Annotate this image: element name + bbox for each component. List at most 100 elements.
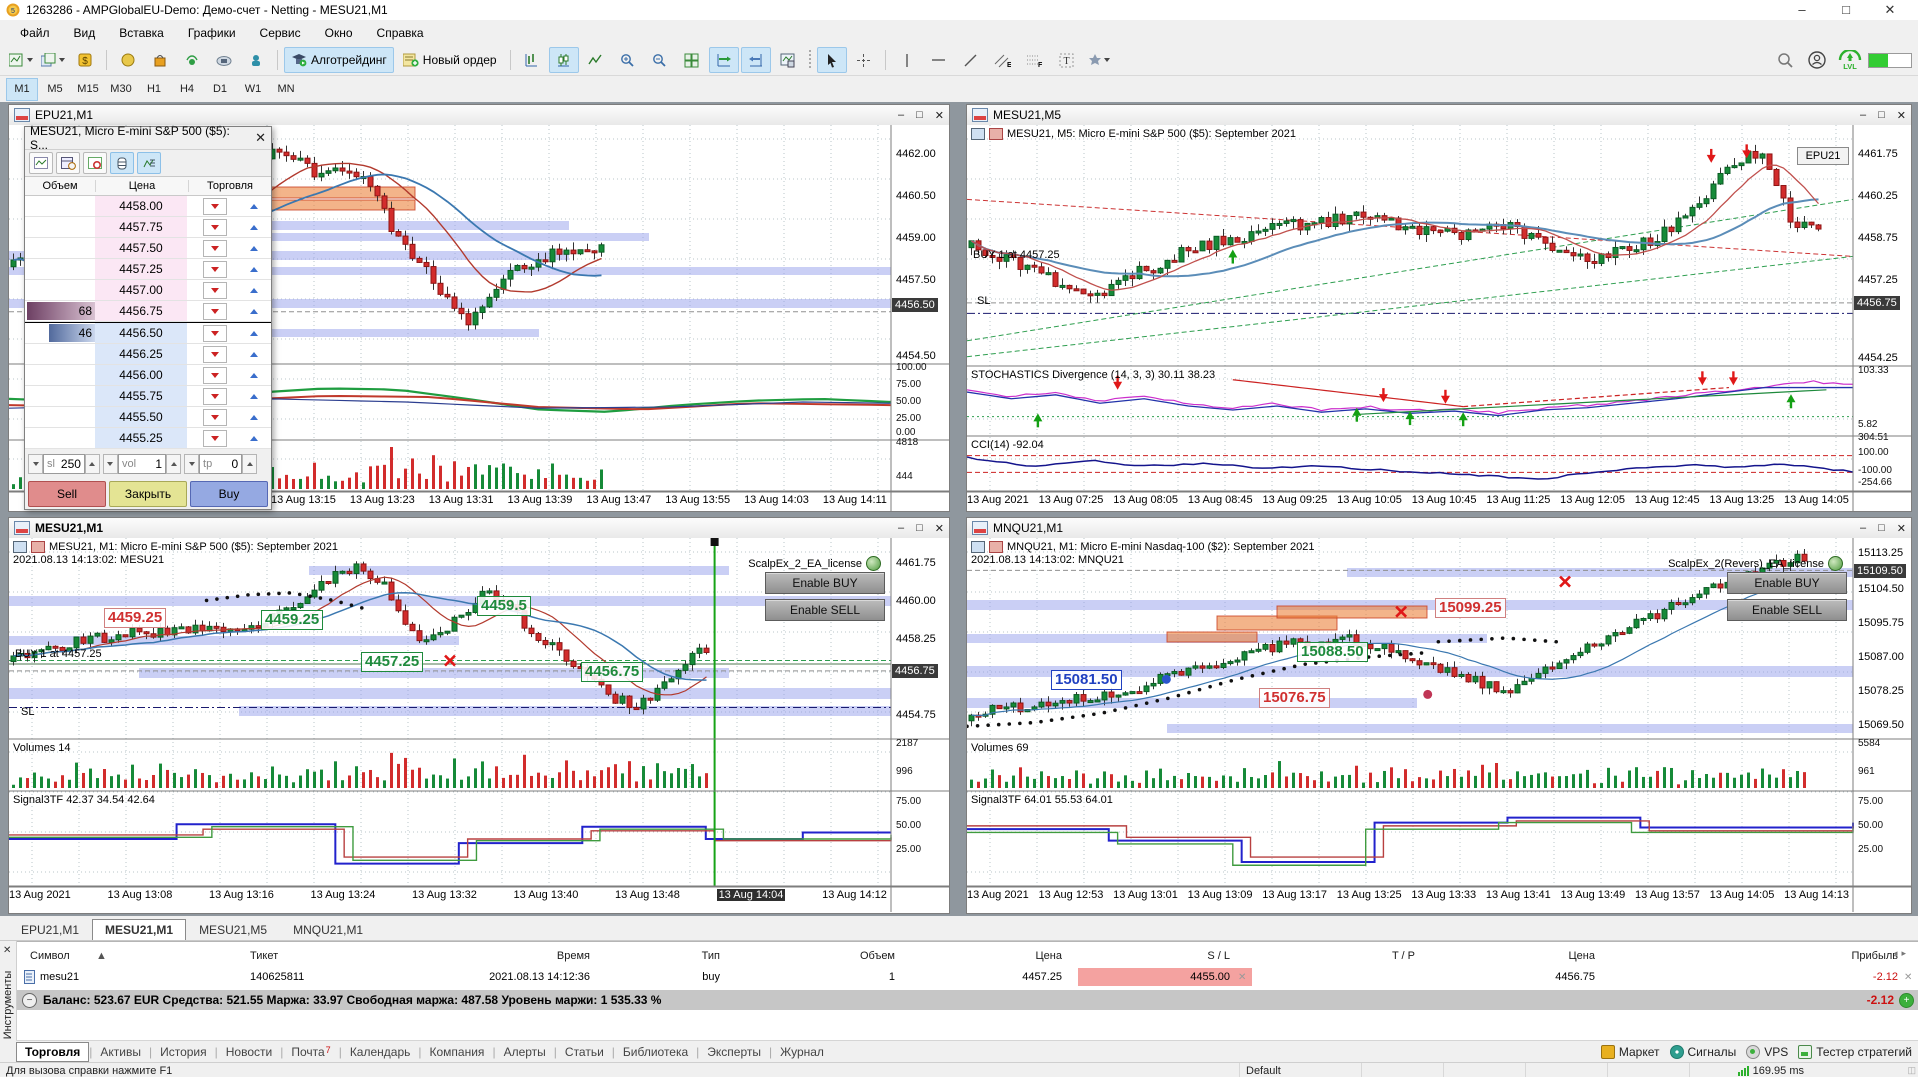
column-header-time[interactable]: Время [440, 950, 590, 962]
depth-icon[interactable] [989, 128, 1003, 140]
dom-price-row[interactable]: 4457.75 [25, 217, 271, 238]
close-icon[interactable]: ✕ [1897, 522, 1906, 535]
toolbox-tab[interactable]: Новости [218, 1043, 280, 1061]
close-icon[interactable]: ✕ [935, 109, 944, 122]
toolbox-tab[interactable]: История [152, 1043, 215, 1061]
toolbox-service-button[interactable]: VPS [1746, 1045, 1788, 1059]
trade-dropdown-button[interactable] [203, 325, 227, 342]
dom-price-row[interactable]: 4455.50 [25, 407, 271, 428]
tp-value[interactable]: 0 [216, 457, 238, 471]
timeframe-button[interactable]: MN [270, 78, 302, 101]
maximize-icon[interactable]: □ [1878, 109, 1885, 122]
new-chart-button[interactable] [6, 47, 36, 73]
chart-shift-button[interactable] [741, 47, 771, 73]
trade-dropdown-button[interactable] [203, 346, 227, 363]
dom-price-row[interactable]: 4455.75 [25, 386, 271, 407]
timeframe-button[interactable]: M15 [72, 78, 104, 101]
toolbox-tab[interactable]: Почта7 [283, 1043, 338, 1061]
vps-icon[interactable] [209, 47, 239, 73]
symbols-button[interactable]: $ [70, 47, 100, 73]
cursor-button[interactable] [817, 47, 847, 73]
dom-price-row[interactable]: 4457.50 [25, 238, 271, 259]
trade-dropdown-button[interactable] [203, 367, 227, 384]
chart-tab[interactable]: EPU21,M1 [8, 919, 92, 940]
dom-price-row[interactable]: 4455.25 [25, 428, 271, 449]
trade-dropdown-button[interactable] [203, 261, 227, 278]
timeframe-button[interactable]: H4 [171, 78, 203, 101]
search-icon[interactable] [1770, 47, 1800, 73]
toolbox-service-button[interactable]: Тестер стратегий [1798, 1045, 1912, 1059]
toolbox-tab[interactable]: Торговля [16, 1042, 89, 1062]
timeframe-button[interactable]: M1 [6, 78, 38, 101]
tp-stepper[interactable]: tp0 [184, 454, 257, 474]
timeframe-button[interactable]: D1 [204, 78, 236, 101]
line-chart-button[interactable] [581, 47, 611, 73]
buy-dropdown-icon[interactable] [250, 436, 258, 441]
zoom-in-button[interactable] [613, 47, 643, 73]
maximize-icon[interactable]: □ [916, 109, 923, 122]
levels-icon[interactable]: LVL [1834, 47, 1866, 73]
buy-button[interactable]: Buy [190, 481, 268, 507]
chart-tab[interactable]: MNQU21,M1 [280, 919, 376, 940]
enable-buy-button[interactable]: Enable BUY [1727, 572, 1847, 594]
buy-dropdown-icon[interactable] [250, 394, 258, 399]
buy-dropdown-icon[interactable] [250, 415, 258, 420]
trade-dropdown-button[interactable] [203, 240, 227, 257]
tile-windows-button[interactable] [677, 47, 707, 73]
collapse-icon[interactable]: − [22, 993, 37, 1008]
trade-dropdown-button[interactable] [203, 388, 227, 405]
buy-dropdown-icon[interactable] [250, 331, 258, 336]
enable-sell-button[interactable]: Enable SELL [1727, 599, 1847, 621]
crosshair-button[interactable] [849, 47, 879, 73]
quotes-icon[interactable] [13, 541, 27, 553]
toolbox-tab[interactable]: Компания [422, 1043, 493, 1061]
equidistant-channel-button[interactable]: E [988, 47, 1018, 73]
maximize-icon[interactable]: □ [916, 522, 923, 535]
column-header-volume[interactable]: Объем [795, 950, 895, 962]
maximize-icon[interactable]: □ [1824, 2, 1868, 18]
close-icon[interactable]: ✕ [1897, 109, 1906, 122]
timeframe-button[interactable]: H1 [138, 78, 170, 101]
column-header-price[interactable]: Цена [962, 950, 1062, 962]
column-header-tp[interactable]: T / P [1315, 950, 1415, 962]
toolbox-tab[interactable]: Алерты [496, 1043, 554, 1061]
dom-price-row[interactable]: 4458.00 [25, 196, 271, 217]
enable-buy-button[interactable]: Enable BUY [765, 572, 885, 594]
toolbox-tab[interactable]: Библиотека [615, 1043, 696, 1061]
trade-dropdown-button[interactable] [203, 282, 227, 299]
depth-icon[interactable] [989, 541, 1003, 553]
close-icon[interactable]: ✕ [255, 130, 266, 146]
minimize-icon[interactable]: – [1780, 2, 1824, 18]
trade-dropdown-button[interactable] [203, 303, 227, 320]
profiles-button[interactable] [38, 47, 68, 73]
minimize-icon[interactable]: – [898, 109, 904, 122]
expand-profit-icon[interactable]: + [1899, 993, 1914, 1008]
quotes-table-icon[interactable] [56, 152, 80, 174]
toolbox-tab[interactable]: Календарь [342, 1043, 419, 1061]
trade-dropdown-button[interactable] [203, 409, 227, 426]
vertical-line-button[interactable] [892, 47, 922, 73]
chart-tab[interactable]: MESU21,M5 [186, 919, 280, 940]
sl-value[interactable]: 250 [59, 457, 81, 471]
column-header-current-price[interactable]: Цена [1495, 950, 1595, 962]
minimize-icon[interactable]: – [898, 522, 904, 535]
buy-dropdown-icon[interactable] [250, 204, 258, 209]
close-icon[interactable]: ✕ [1868, 2, 1912, 18]
templates-button[interactable] [773, 47, 803, 73]
dom-price-row[interactable]: 4457.25 [25, 259, 271, 280]
buy-dropdown-icon[interactable] [250, 267, 258, 272]
menu-item[interactable]: Окно [313, 23, 365, 43]
buy-dropdown-icon[interactable] [250, 309, 258, 314]
toolbox-tab[interactable]: Активы [92, 1043, 149, 1061]
sl-remove-icon[interactable]: ✕ [1238, 971, 1246, 983]
chart-mode-icon[interactable] [83, 152, 107, 174]
sl-stepper[interactable]: sl250 [28, 454, 100, 474]
quotes-icon[interactable] [971, 128, 985, 140]
close-position-button[interactable]: Закрыть [109, 481, 187, 507]
trendline-button[interactable] [956, 47, 986, 73]
volume-value[interactable]: 1 [140, 457, 162, 471]
menu-item[interactable]: Вставка [107, 23, 176, 43]
bars-chart-button[interactable] [517, 47, 547, 73]
signals-icon[interactable] [177, 47, 207, 73]
horizontal-line-button[interactable] [924, 47, 954, 73]
